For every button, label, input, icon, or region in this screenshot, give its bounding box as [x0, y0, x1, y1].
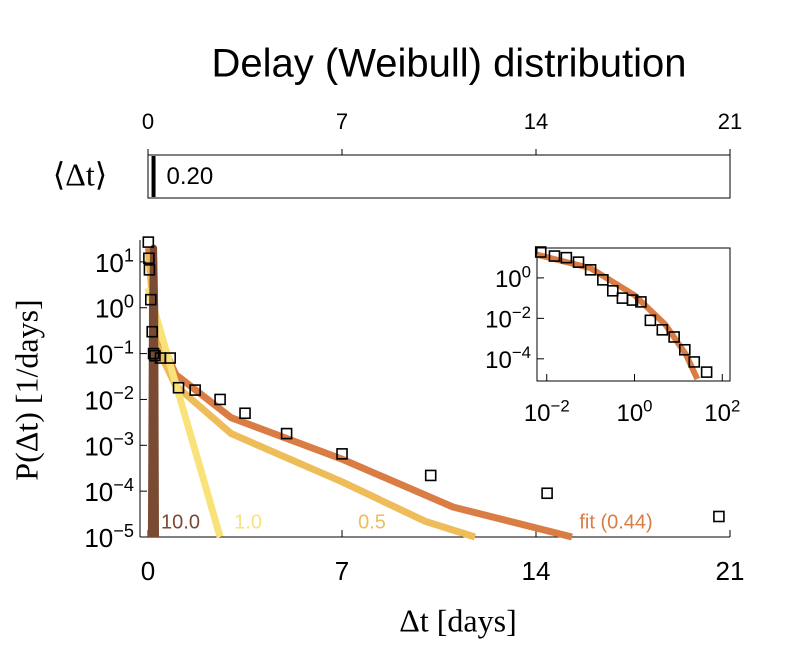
data-point: [534, 246, 547, 258]
x-tick-label: 102: [704, 397, 740, 427]
y-tick-label: 10−5: [84, 521, 134, 553]
data-point: [616, 292, 629, 304]
data-point: [145, 293, 157, 306]
x-tick-label: 7: [335, 556, 349, 586]
y-tick-label: 100: [495, 263, 531, 293]
y-tick-label: 10−2: [84, 383, 134, 415]
x-tick-label: 0: [141, 556, 155, 586]
data-point: [584, 264, 597, 276]
x-tick-label: 7: [336, 109, 348, 134]
y-tick-label: 10−2: [485, 303, 531, 333]
data-point: [336, 448, 348, 460]
data-point: [189, 384, 201, 396]
y-axis-label: P(Δt) [1/days]: [8, 299, 44, 480]
series-label: 0.5: [358, 511, 386, 533]
series-label: fit (0.44): [579, 511, 652, 533]
x-tick-label: 14: [524, 109, 548, 134]
data-point: [172, 381, 185, 394]
data-point: [700, 366, 713, 378]
data-point: [626, 294, 639, 306]
data-point: [635, 296, 647, 308]
data-point: [668, 331, 680, 343]
y-tick-label: 101: [95, 246, 134, 278]
data-point: [606, 284, 619, 297]
data-point: [146, 325, 158, 338]
x-tick-label: 10−2: [524, 397, 570, 427]
inset-frame: [536, 247, 731, 382]
series-line: [536, 251, 701, 381]
value-label: 0.20: [167, 163, 214, 190]
data-point: [280, 427, 293, 440]
y-tick-label: 100: [95, 291, 134, 323]
series-line: [144, 287, 224, 538]
x-axis-label: Δt [days]: [399, 602, 516, 638]
x-tick-label: 21: [716, 556, 745, 586]
data-point: [424, 469, 437, 482]
data-point: [143, 264, 156, 276]
y-tick-label: 10−4: [84, 475, 134, 507]
y-tick-label: 10−4: [485, 344, 531, 374]
x-tick-label: 100: [616, 397, 652, 427]
data-point: [541, 487, 553, 500]
x-tick-label: 21: [718, 109, 742, 134]
series-line: [147, 244, 159, 538]
data-point: [713, 510, 725, 523]
data-point: [679, 343, 691, 356]
data-point: [644, 314, 657, 327]
data-point: [142, 236, 155, 248]
chart-title: Delay (Weibull) distribution: [212, 42, 687, 86]
bar-label: ⟨Δt⟩: [53, 156, 107, 192]
series-label: 1.0: [234, 511, 262, 533]
y-tick-label: 10−3: [84, 429, 134, 461]
data-point: [656, 324, 669, 336]
y-tick-label: 10−1: [84, 337, 134, 369]
data-point: [239, 407, 251, 420]
data-point: [214, 393, 226, 406]
data-point: [164, 352, 177, 364]
x-tick-label: 14: [522, 556, 551, 586]
data-point: [560, 251, 573, 264]
x-tick-label: 0: [142, 109, 154, 134]
data-point: [548, 250, 561, 262]
bar-frame: [147, 154, 731, 199]
series-label: 10.0: [161, 511, 200, 533]
data-point: [688, 356, 701, 368]
data-point: [597, 274, 609, 286]
data-point: [572, 256, 585, 268]
data-point: [143, 252, 155, 265]
